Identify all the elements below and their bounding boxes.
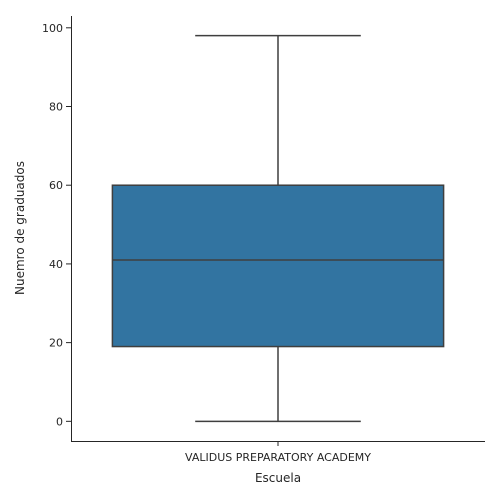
x-tick-label: VALIDUS PREPARATORY ACADEMY (185, 451, 371, 464)
y-tick-label: 0 (56, 415, 63, 428)
y-tick-label: 100 (42, 22, 63, 35)
y-tick-label: 60 (49, 179, 63, 192)
y-axis-label: Nuemro de graduados (13, 161, 27, 295)
y-tick-label: 80 (49, 101, 63, 114)
box-series (111, 34, 445, 423)
x-axis-label: Escuela (255, 471, 301, 485)
x-axis-ticks: VALIDUS PREPARATORY ACADEMY (185, 441, 371, 464)
y-tick-label: 20 (49, 337, 63, 350)
y-axis-ticks: 0 20 40 60 80 100 (42, 22, 71, 428)
iqr-box (111, 184, 445, 348)
y-tick-label: 40 (49, 258, 63, 271)
